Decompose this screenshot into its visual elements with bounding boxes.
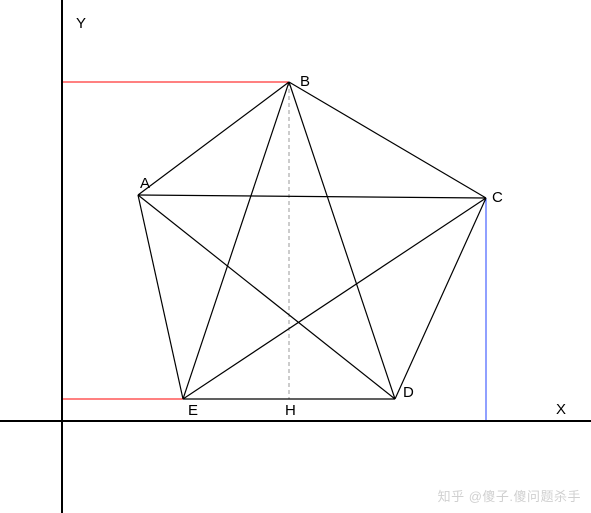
- point-label-B: B: [300, 73, 310, 90]
- background: [0, 0, 591, 513]
- diagram-canvas: X Y A B C D E H: [0, 0, 591, 513]
- point-label-E: E: [188, 402, 198, 419]
- point-label-A: A: [140, 175, 150, 192]
- x-axis-label: X: [556, 401, 566, 418]
- point-label-D: D: [403, 384, 414, 401]
- watermark: 知乎 @傻子.傻问题杀手: [438, 486, 581, 505]
- point-label-H: H: [285, 402, 296, 419]
- y-axis-label: Y: [76, 15, 86, 32]
- point-label-C: C: [492, 189, 503, 206]
